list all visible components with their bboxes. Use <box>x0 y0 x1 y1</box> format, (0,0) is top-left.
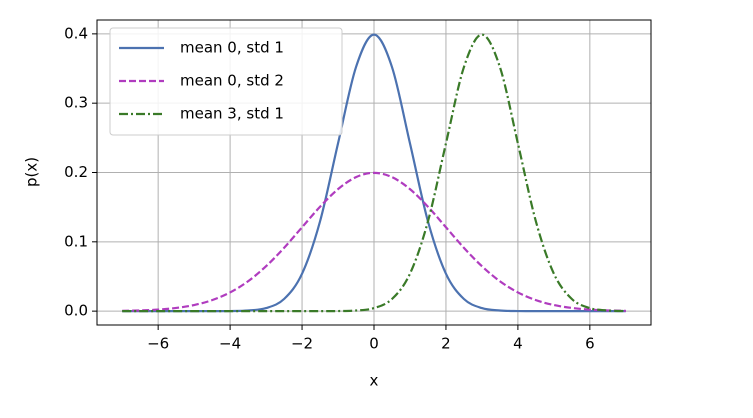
x-tick-label: −2 <box>291 335 313 353</box>
y-tick-label: 0.1 <box>64 232 88 250</box>
line-series <box>122 33 626 313</box>
y-tick-label: 0.3 <box>64 94 88 112</box>
legend-box <box>109 27 343 136</box>
x-tick-label: −6 <box>147 335 169 353</box>
legend-label: mean 3, std 1 <box>180 105 284 123</box>
y-tick-label: 0.0 <box>64 302 88 320</box>
x-tick-label: −4 <box>219 335 241 353</box>
y-tick-label: 0.4 <box>64 24 88 42</box>
x-tick-label: 6 <box>585 335 595 353</box>
legend-label: mean 0, std 1 <box>180 39 284 57</box>
x-axis-label: x <box>370 372 379 390</box>
x-tick-label: 0 <box>369 335 379 353</box>
x-tick-label: 2 <box>441 335 451 353</box>
x-tick-label: 4 <box>513 335 523 353</box>
plot-frame <box>96 19 652 326</box>
legend-label: mean 0, std 2 <box>180 72 284 90</box>
y-axis-label: p(x) <box>23 157 41 187</box>
y-tick-label: 0.2 <box>64 163 88 181</box>
line-series <box>122 171 626 312</box>
